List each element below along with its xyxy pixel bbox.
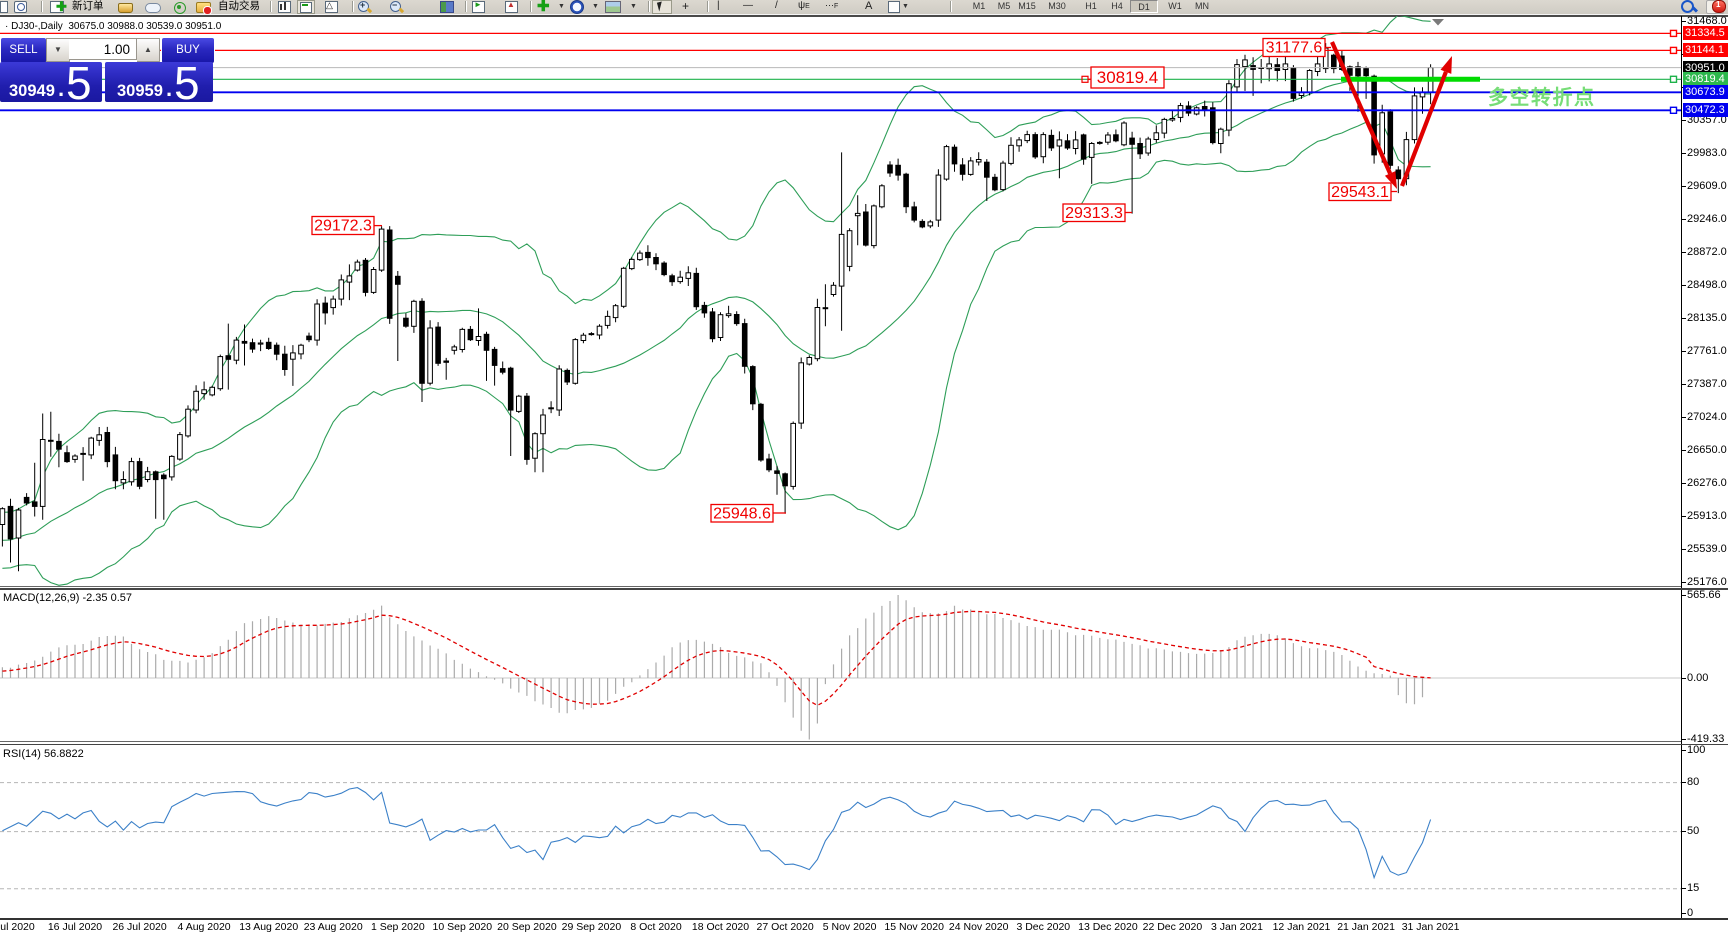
svg-text:29543.1: 29543.1 xyxy=(1331,184,1389,201)
svg-text:30819.4: 30819.4 xyxy=(1097,68,1158,87)
svg-text:29313.3: 29313.3 xyxy=(1065,205,1123,222)
svg-text:25948.6: 25948.6 xyxy=(713,505,771,522)
svg-text:多空转折点: 多空转折点 xyxy=(1488,85,1596,109)
svg-text:29172.3: 29172.3 xyxy=(314,218,372,235)
svg-text:31177.6: 31177.6 xyxy=(1266,40,1323,57)
